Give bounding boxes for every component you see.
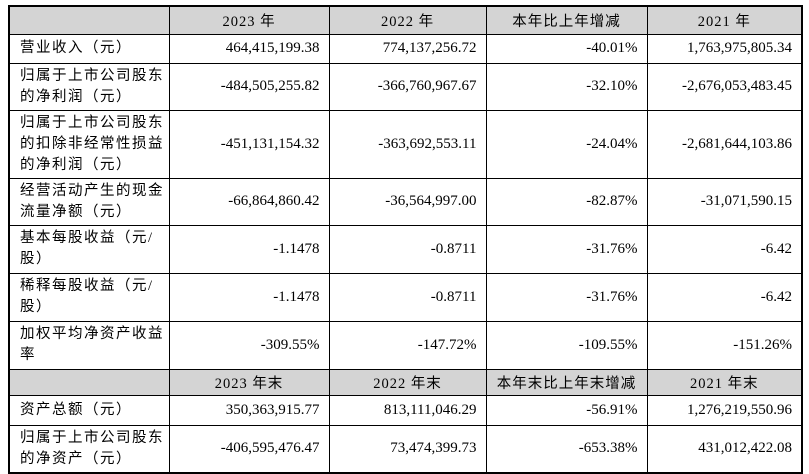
metric-label: 资产总额（元）	[8, 394, 170, 426]
value-yoy-change: -109.55%	[485, 320, 648, 370]
value-2022: -366,760,967.67	[328, 62, 487, 111]
table-row-net-profit-excl-nonrecurring: 归属于上市公司股东 的扣除非经常性损益 的净利润（元） -451,131,154…	[8, 109, 803, 179]
value-2021: 431,012,422.08	[646, 424, 803, 473]
value-2023: -1.1478	[168, 224, 330, 274]
table-row-net-assets: 归属于上市公司股东 的净资产（元） -406,595,476.47 73,474…	[8, 424, 803, 473]
value-2022: 73,474,399.73	[328, 424, 487, 473]
table-row-revenue: 营业收入（元） 464,415,199.38 774,137,256.72 -4…	[8, 33, 803, 64]
metric-label: 经营活动产生的现金 流量净额（元）	[8, 177, 170, 226]
value-2022: -36,564,997.00	[328, 177, 487, 226]
value-2021: 1,763,975,805.34	[646, 33, 803, 64]
value-2023: -309.55%	[168, 320, 330, 370]
section1-header-row: 2023 年 2022 年 本年比上年增减 2021 年	[8, 5, 803, 35]
metric-label: 归属于上市公司股东 的净资产（元）	[8, 424, 170, 473]
period-end-header-2021: 2021 年末	[646, 368, 803, 396]
period-header-2021: 2021 年	[646, 5, 803, 35]
metric-label: 营业收入（元）	[8, 33, 170, 64]
value-2023: -451,131,154.32	[168, 109, 330, 179]
value-2022: 813,111,046.29	[328, 394, 487, 426]
table-row-diluted-eps: 稀释每股收益（元/ 股） -1.1478 -0.8711 -31.76% -6.…	[8, 272, 803, 322]
period-header-2023: 2023 年	[168, 5, 330, 35]
metric-label: 稀释每股收益（元/ 股）	[8, 272, 170, 322]
value-2022: -0.8711	[328, 224, 487, 274]
value-2021: -2,676,053,483.45	[646, 62, 803, 111]
period-end-header-yoy-change: 本年末比上年末增减	[485, 368, 648, 396]
table-row-weighted-avg-roe: 加权平均净资产收益 率 -309.55% -147.72% -109.55% -…	[8, 320, 803, 370]
period-end-header-empty	[8, 368, 170, 396]
value-2022: -363,692,553.11	[328, 109, 487, 179]
value-yoy-change: -24.04%	[485, 109, 648, 179]
value-2022: -0.8711	[328, 272, 487, 322]
table-row-total-assets: 资产总额（元） 350,363,915.77 813,111,046.29 -5…	[8, 394, 803, 426]
value-2023: 350,363,915.77	[168, 394, 330, 426]
table-row-operating-cash-flow: 经营活动产生的现金 流量净额（元） -66,864,860.42 -36,564…	[8, 177, 803, 226]
value-yoy-change: -56.91%	[485, 394, 648, 426]
metric-label: 基本每股收益（元/ 股）	[8, 224, 170, 274]
value-2023: -406,595,476.47	[168, 424, 330, 473]
period-header-empty	[8, 5, 170, 35]
value-2023: -66,864,860.42	[168, 177, 330, 226]
value-yoy-change: -653.38%	[485, 424, 648, 473]
metric-label: 归属于上市公司股东 的净利润（元）	[8, 62, 170, 111]
value-2022: 774,137,256.72	[328, 33, 487, 64]
financial-summary-table: 2023 年 2022 年 本年比上年增减 2021 年 营业收入（元） 464…	[8, 5, 803, 474]
period-header-yoy-change: 本年比上年增减	[485, 5, 648, 35]
period-end-header-2023: 2023 年末	[168, 368, 330, 396]
value-yoy-change: -40.01%	[485, 33, 648, 64]
section2-header-row: 2023 年末 2022 年末 本年末比上年末增减 2021 年末	[8, 368, 803, 396]
table-row-basic-eps: 基本每股收益（元/ 股） -1.1478 -0.8711 -31.76% -6.…	[8, 224, 803, 274]
period-header-2022: 2022 年	[328, 5, 487, 35]
value-yoy-change: -31.76%	[485, 272, 648, 322]
value-2023: -1.1478	[168, 272, 330, 322]
metric-label: 归属于上市公司股东 的扣除非经常性损益 的净利润（元）	[8, 109, 170, 179]
value-2021: 1,276,219,550.96	[646, 394, 803, 426]
value-2021: -31,071,590.15	[646, 177, 803, 226]
period-end-header-2022: 2022 年末	[328, 368, 487, 396]
value-yoy-change: -31.76%	[485, 224, 648, 274]
value-2023: 464,415,199.38	[168, 33, 330, 64]
value-yoy-change: -32.10%	[485, 62, 648, 111]
metric-label: 加权平均净资产收益 率	[8, 320, 170, 370]
value-2021: -6.42	[646, 224, 803, 274]
value-yoy-change: -82.87%	[485, 177, 648, 226]
value-2021: -2,681,644,103.86	[646, 109, 803, 179]
table-row-net-profit: 归属于上市公司股东 的净利润（元） -484,505,255.82 -366,7…	[8, 62, 803, 111]
value-2021: -6.42	[646, 272, 803, 322]
value-2023: -484,505,255.82	[168, 62, 330, 111]
value-2022: -147.72%	[328, 320, 487, 370]
value-2021: -151.26%	[646, 320, 803, 370]
